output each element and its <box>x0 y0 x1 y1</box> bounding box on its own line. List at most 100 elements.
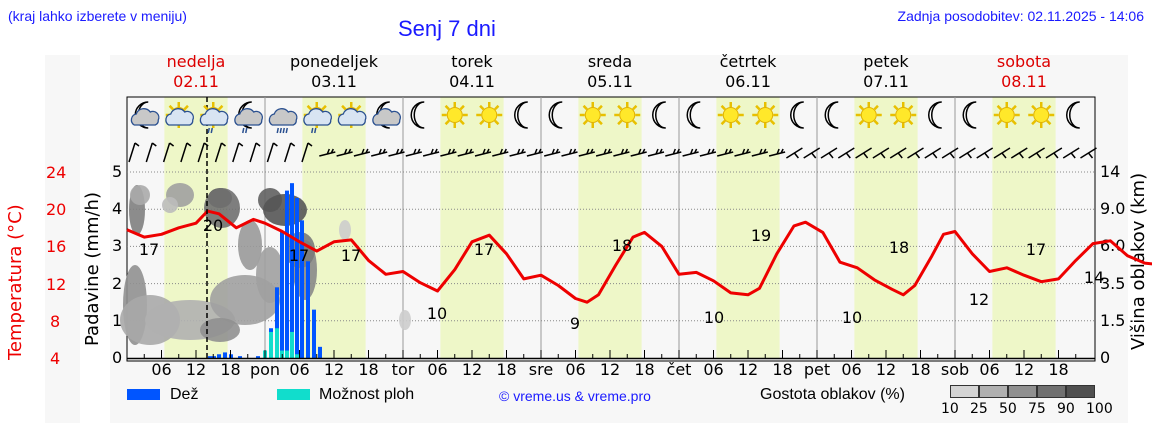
horizontal-gridlines <box>127 171 1095 322</box>
cloud-density-tick: 75 <box>1028 401 1046 417</box>
sun-icon <box>579 102 606 128</box>
x-tick-label: 12 <box>323 360 345 379</box>
day-header: petek 07.11 <box>817 52 955 92</box>
day-name: torek <box>451 52 493 71</box>
day-header: sobota 08.11 <box>955 52 1093 92</box>
x-tick-label: 06 <box>703 360 724 379</box>
rain-legend-swatch <box>127 389 160 400</box>
x-tick-label: 06 <box>841 360 862 379</box>
temperature-extreme-label: 12 <box>968 290 990 309</box>
cloud-height-tick: 0 <box>1100 348 1111 367</box>
temperature-extreme-label: 20 <box>202 216 224 235</box>
day-header: sreda 05.11 <box>541 52 679 92</box>
moon-cloud-icon <box>130 101 160 129</box>
temperature-extreme-label: 17 <box>288 246 310 265</box>
x-tick-label: 12 <box>599 360 621 379</box>
x-tick-label: pon <box>249 360 281 379</box>
temperature-extreme-label: 18 <box>888 238 910 257</box>
x-tick-label: 06 <box>565 360 586 379</box>
cloud-height-tick: 3.5 <box>1100 273 1126 293</box>
temp-tick: 20 <box>46 200 67 220</box>
sun-icon <box>476 102 503 128</box>
temp-tick: 4 <box>50 349 61 368</box>
last-updated: Zadnja posodobitev: 02.11.2025 - 14:06 <box>897 8 1144 24</box>
cloud-density-swatch <box>1037 385 1066 398</box>
sun-icon <box>890 102 917 128</box>
cloud-height-tick: 9.0 <box>1100 199 1126 219</box>
temperature-extreme-label: 17 <box>340 246 362 265</box>
sun-cloud-rain-icon <box>199 102 229 134</box>
temp-tick: 24 <box>46 163 67 182</box>
x-tick-label: 18 <box>910 360 931 379</box>
x-tick-label: 12 <box>1013 360 1035 379</box>
sun-icon <box>993 102 1020 128</box>
prec-tick: 5 <box>112 162 123 181</box>
day-name: četrtek <box>719 52 777 71</box>
x-tick-label: 18 <box>634 360 655 379</box>
cloud-height-tick: 14 <box>1100 162 1121 181</box>
moon-icon <box>928 101 942 129</box>
x-tick-label: 18 <box>496 360 517 379</box>
daylight-bands <box>164 97 1056 358</box>
temperature-extreme-label: 18 <box>611 236 633 255</box>
temperature-extreme-label: 10 <box>426 304 448 323</box>
temperature-line <box>126 209 1152 304</box>
temperature-extreme-label: 17 <box>1025 240 1047 259</box>
day-name: ponedeljek <box>290 52 378 71</box>
temperature-extreme-label: 17 <box>138 240 160 259</box>
cloud-density-label: Gostota oblakov (%) <box>760 386 905 403</box>
prec-tick: 4 <box>112 199 123 219</box>
prec-tick: 3 <box>112 236 123 256</box>
moon-cloud-rain-icon <box>234 101 263 134</box>
prec-tick: 1 <box>112 310 123 330</box>
cloud-density-swatch <box>979 385 1008 398</box>
sun-icon <box>614 102 641 128</box>
day-date: 07.11 <box>863 72 909 91</box>
day-name: sreda <box>587 52 633 71</box>
moon-icon <box>962 101 977 129</box>
temperature-extreme-label: 10 <box>703 308 725 327</box>
x-tick-label: 06 <box>427 360 448 379</box>
shower-legend-swatch <box>277 389 310 400</box>
day-date: 06.11 <box>725 72 771 91</box>
sun-cloud-icon <box>165 102 194 128</box>
x-tick-label: 06 <box>979 360 1000 379</box>
x-tick-label: 12 <box>875 360 897 379</box>
x-tick-label: čet <box>666 360 692 379</box>
temperature-extreme-label: 17 <box>473 240 495 259</box>
cloud-density-tick: 90 <box>1057 401 1075 417</box>
x-tick-label: sob <box>940 360 970 379</box>
temperature-extreme-label: 10 <box>841 308 863 327</box>
x-tick-label: 12 <box>737 360 759 379</box>
shower-legend-label: Možnost ploh <box>319 386 415 403</box>
cloud-density-swatch <box>950 385 979 398</box>
rain-legend-label: Dež <box>170 386 199 403</box>
sun-cloud-rain-icon <box>303 102 332 134</box>
cloud-density-tick: 25 <box>970 401 988 417</box>
x-minor-ticks <box>143 350 1077 358</box>
temp-tick: 16 <box>46 237 67 257</box>
day-date: 04.11 <box>449 72 495 91</box>
day-date: 08.11 <box>1001 72 1047 91</box>
cloud-density-swatch <box>1008 385 1037 398</box>
moon-icon <box>652 101 666 129</box>
prec-tick: 0 <box>112 348 123 367</box>
sun-icon <box>855 102 882 128</box>
day-name: petek <box>863 52 909 71</box>
x-tick-label: 06 <box>289 360 310 379</box>
moon-cloud-icon <box>372 101 401 129</box>
credit-link[interactable]: © vreme.us & vreme.pro <box>499 388 651 404</box>
cloud-density-tick: 10 <box>941 401 959 417</box>
sun-icon <box>717 102 744 128</box>
temperature-extreme-label: 14 <box>1083 268 1105 287</box>
prec-tick: 2 <box>112 273 123 293</box>
temperature-extreme-label: 9 <box>569 314 581 333</box>
cloud-heavy-rain-icon <box>268 108 298 134</box>
x-tick-label: 06 <box>151 360 172 379</box>
sun-icon <box>441 102 468 128</box>
moon-icon <box>1066 101 1080 129</box>
temp-tick: 12 <box>46 274 67 294</box>
x-tick-label: 18 <box>1048 360 1069 379</box>
moon-icon <box>790 101 804 129</box>
